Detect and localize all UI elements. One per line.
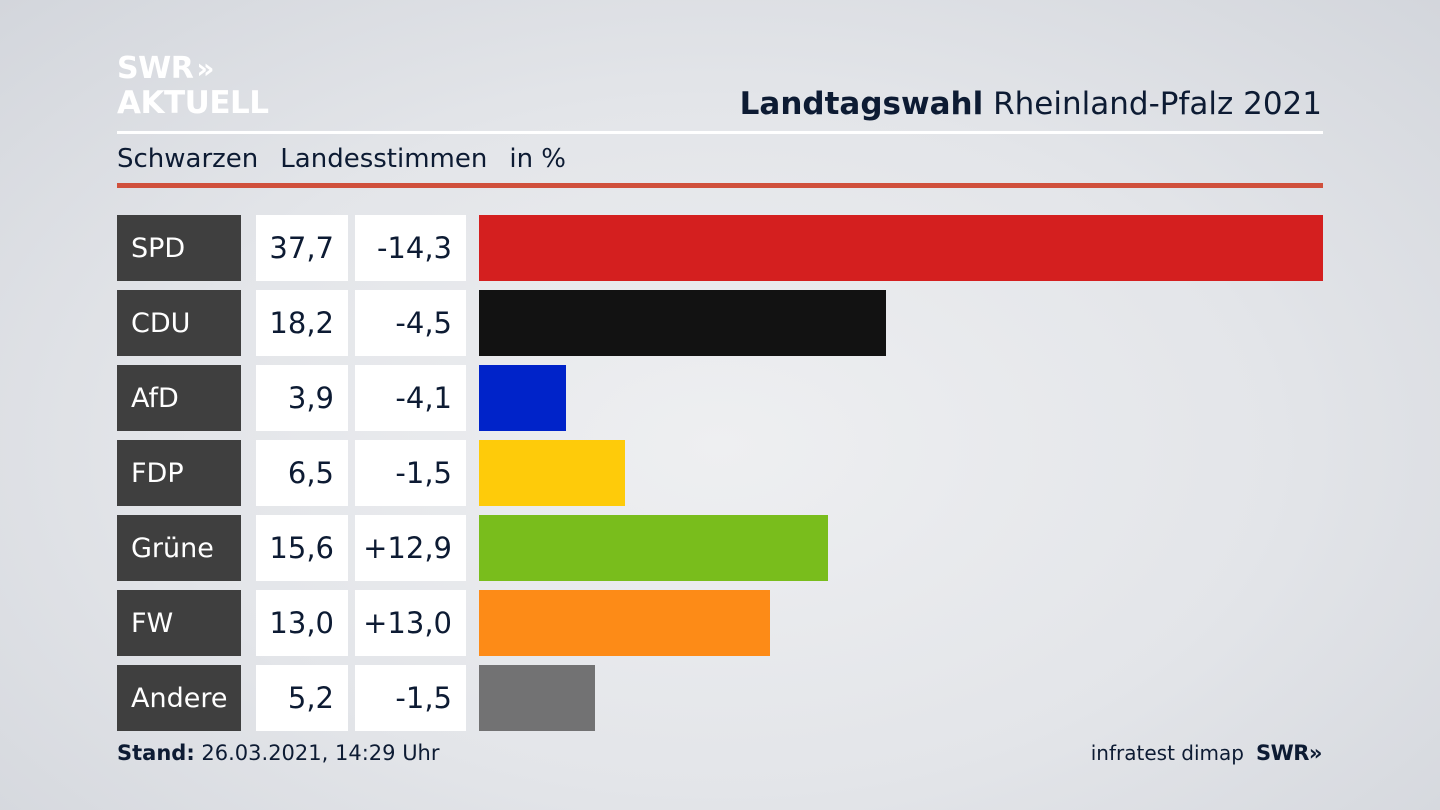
header-divider bbox=[117, 131, 1323, 134]
swr-aktuell-logo: SWR» AKTUELL bbox=[117, 54, 269, 119]
change-value: -1,5 bbox=[355, 665, 466, 731]
party-label: SPD bbox=[117, 215, 241, 281]
subtitle: Schwarzen Landesstimmen in % bbox=[117, 144, 566, 174]
brand-text: SWR bbox=[1255, 741, 1309, 765]
change-value: -4,1 bbox=[355, 365, 466, 431]
bar bbox=[479, 290, 886, 356]
chart-row: FW 13,0 +13,0 bbox=[117, 590, 1323, 656]
chart-row: Grüne 15,6 +12,9 bbox=[117, 515, 1323, 581]
subtitle-place: Schwarzen bbox=[117, 144, 259, 174]
vote-share-value: 13,0 bbox=[256, 590, 348, 656]
party-label: FDP bbox=[117, 440, 241, 506]
chart-row: AfD 3,9 -4,1 bbox=[117, 365, 1323, 431]
change-value: -1,5 bbox=[355, 440, 466, 506]
chart-row: Andere 5,2 -1,5 bbox=[117, 665, 1323, 731]
brand-chevron-icon: » bbox=[1308, 741, 1323, 765]
bar bbox=[479, 515, 828, 581]
stand-label: Stand: bbox=[117, 741, 195, 765]
title-rest: Rheinland-Pfalz 2021 bbox=[993, 86, 1322, 122]
chart-row: SPD 37,7 -14,3 bbox=[117, 215, 1323, 281]
accent-divider bbox=[117, 183, 1323, 188]
change-value: -4,5 bbox=[355, 290, 466, 356]
subtitle-unit: in % bbox=[509, 144, 567, 174]
vote-share-value: 18,2 bbox=[256, 290, 348, 356]
source-name: infratest dimap bbox=[1090, 741, 1244, 765]
vote-share-value: 3,9 bbox=[256, 365, 348, 431]
party-label: Andere bbox=[117, 665, 241, 731]
logo-swr-text: SWR bbox=[117, 51, 194, 86]
party-label: FW bbox=[117, 590, 241, 656]
party-label: CDU bbox=[117, 290, 241, 356]
title-bold: Landtagswahl bbox=[739, 86, 984, 122]
vote-share-value: 5,2 bbox=[256, 665, 348, 731]
bar bbox=[479, 665, 595, 731]
party-label: AfD bbox=[117, 365, 241, 431]
bar bbox=[479, 365, 566, 431]
subtitle-vote-type: Landesstimmen bbox=[280, 144, 488, 174]
vote-share-value: 6,5 bbox=[256, 440, 348, 506]
vote-share-value: 37,7 bbox=[256, 215, 348, 281]
bar bbox=[479, 440, 625, 506]
bar bbox=[479, 590, 770, 656]
chart-title: Landtagswahl Rheinland-Pfalz 2021 bbox=[740, 86, 1322, 122]
stand-value: 26.03.2021, 14:29 Uhr bbox=[201, 741, 440, 765]
bar bbox=[479, 215, 1323, 281]
change-value: +13,0 bbox=[355, 590, 466, 656]
swr-brand-logo: SWR» bbox=[1255, 741, 1323, 765]
chart-row: CDU 18,2 -4,5 bbox=[117, 290, 1323, 356]
party-label: Grüne bbox=[117, 515, 241, 581]
change-value: -14,3 bbox=[355, 215, 466, 281]
vote-share-value: 15,6 bbox=[256, 515, 348, 581]
change-value: +12,9 bbox=[355, 515, 466, 581]
logo-chevron-icon: » bbox=[196, 52, 214, 85]
timestamp: Stand: 26.03.2021, 14:29 Uhr bbox=[117, 741, 440, 765]
source-credit: infratest dimap SWR» bbox=[1090, 741, 1323, 765]
logo-aktuell-text: AKTUELL bbox=[117, 85, 269, 121]
chart-row: FDP 6,5 -1,5 bbox=[117, 440, 1323, 506]
